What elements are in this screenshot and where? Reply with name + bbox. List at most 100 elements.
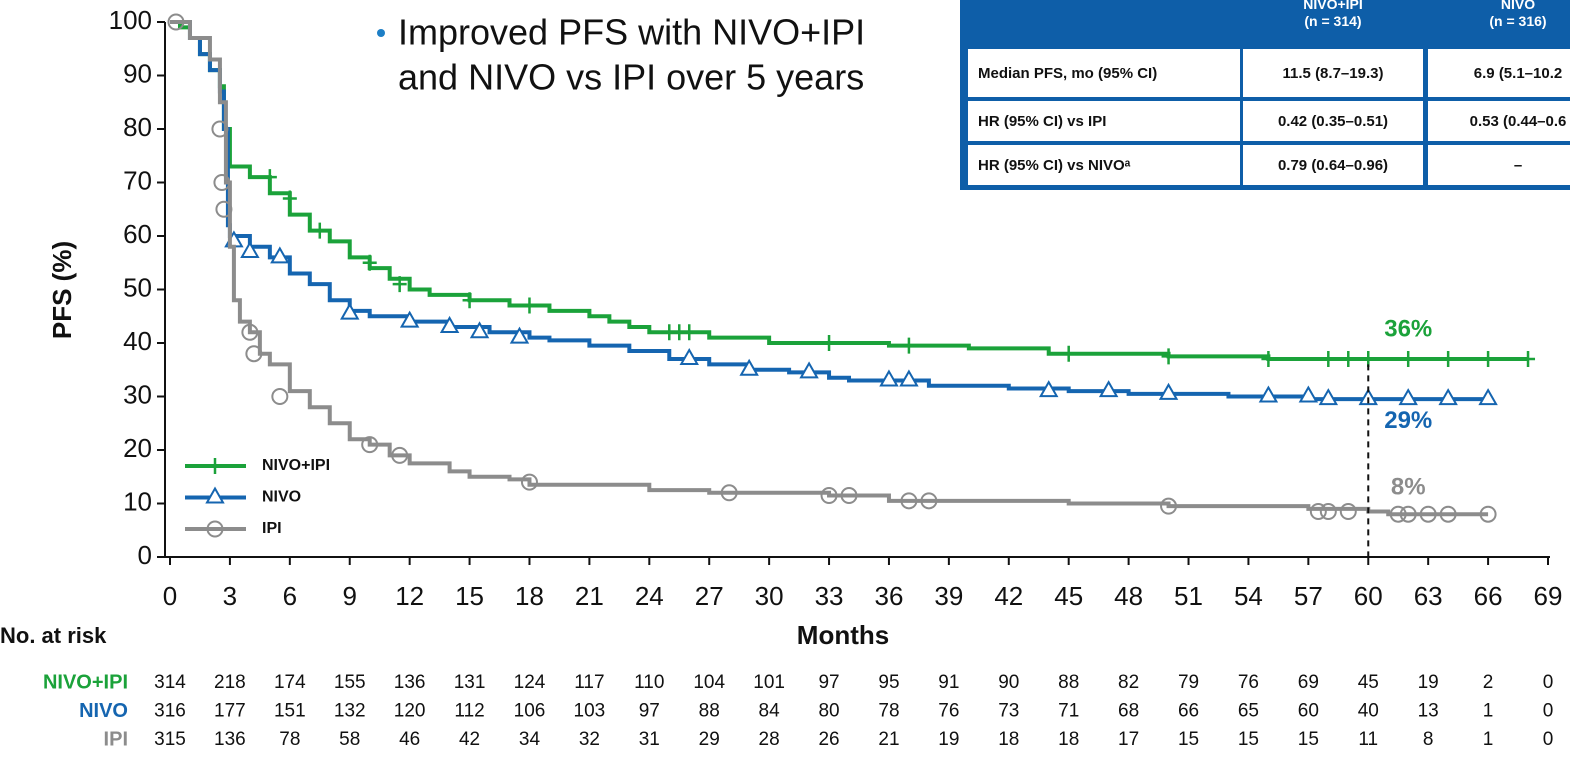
y-tick-label: 100 <box>109 5 152 35</box>
risk-count: 15 <box>1178 729 1199 750</box>
y-tick-label: 70 <box>123 165 152 195</box>
censor-mark <box>1258 385 1279 403</box>
risk-count: 1 <box>1483 729 1494 750</box>
y-tick-label: 0 <box>138 540 152 570</box>
risk-count: 314 <box>154 672 186 693</box>
risk-count: 132 <box>334 701 366 722</box>
y-tick-label: 90 <box>123 58 152 88</box>
censor-mark <box>900 492 918 510</box>
risk-count: 31 <box>639 729 660 750</box>
censor-mark <box>262 169 277 186</box>
risk-count: 174 <box>274 672 306 693</box>
bullet <box>377 29 385 37</box>
x-tick-label: 51 <box>1174 581 1203 611</box>
censor-mark <box>1160 497 1178 515</box>
risk-count: 40 <box>1358 701 1379 722</box>
risk-count: 124 <box>514 672 546 693</box>
risk-count: 104 <box>693 672 725 693</box>
legend-label: IPI <box>262 520 282 537</box>
x-tick-label: 21 <box>575 581 604 611</box>
risk-count: 68 <box>1118 701 1139 722</box>
x-tick-label: 15 <box>455 581 484 611</box>
table-cell: 11.5 (8.7–19.3) <box>1243 49 1423 97</box>
risk-count: 46 <box>399 729 420 750</box>
risk-count: 136 <box>214 729 246 750</box>
risk-count: 18 <box>998 729 1019 750</box>
censor-mark <box>1158 382 1179 400</box>
risk-count: 21 <box>878 729 899 750</box>
censor-mark <box>1309 503 1327 521</box>
risk-row-label: IPI <box>104 728 128 750</box>
censor-mark <box>1339 503 1357 521</box>
risk-row-label: NIVO+IPI <box>43 671 128 693</box>
x-tick-label: 30 <box>755 581 784 611</box>
legend-marker <box>206 520 224 538</box>
table-cell: HR (95% CI) vs IPI <box>968 101 1240 141</box>
legend-label: NIVO <box>262 489 301 506</box>
censor-mark <box>679 348 699 366</box>
risk-count: 71 <box>1058 701 1079 722</box>
censor-mark <box>1319 503 1337 521</box>
risk-count: 76 <box>938 701 959 722</box>
censor-mark <box>1398 388 1418 406</box>
risk-count: 19 <box>938 729 959 750</box>
censor-mark <box>1038 380 1059 398</box>
x-tick-label: 12 <box>395 581 424 611</box>
x-tick-label: 66 <box>1474 581 1503 611</box>
censor-mark <box>822 335 837 351</box>
annotation: and NIVO vs IPI over 5 years <box>398 57 864 98</box>
x-tick-label: 45 <box>1054 581 1083 611</box>
censor-mark <box>462 292 477 309</box>
y-tick-label: 40 <box>123 326 152 356</box>
risk-count: 97 <box>818 672 839 693</box>
censor-mark <box>1438 388 1458 406</box>
y-tick-label: 30 <box>123 379 152 409</box>
x-tick-label: 60 <box>1354 581 1383 611</box>
annotation: Improved PFS with NIVO+IPI <box>398 12 865 53</box>
risk-count: 26 <box>818 729 839 750</box>
table-cell: HR (95% CI) vs NIVOᵃ <box>968 145 1240 185</box>
table-header: NIVO <box>1500 0 1536 12</box>
x-tick-label: 36 <box>874 581 903 611</box>
censor-mark <box>1401 351 1416 368</box>
risk-count: 90 <box>998 672 1019 693</box>
x-tick-label: 54 <box>1234 581 1263 611</box>
risk-count: 15 <box>1238 729 1259 750</box>
risk-count: 19 <box>1418 672 1439 693</box>
censor-mark <box>1361 351 1376 368</box>
risk-count: 120 <box>394 701 426 722</box>
risk-count: 88 <box>699 701 720 722</box>
censor-mark <box>1478 388 1498 406</box>
risk-title: No. at risk <box>0 623 107 648</box>
censor-mark <box>211 120 229 138</box>
censor-mark <box>361 436 379 454</box>
censor-mark <box>1521 351 1536 368</box>
censor-mark <box>340 302 360 320</box>
censor-mark <box>1298 385 1319 403</box>
table-cell: 6.9 (5.1–10.2 <box>1428 49 1570 97</box>
risk-row-label: NIVO <box>79 700 128 722</box>
x-tick-label: 24 <box>635 581 664 611</box>
table-header: NIVO+IPI <box>1303 0 1363 12</box>
x-tick-label: 42 <box>994 581 1023 611</box>
risk-count: 0 <box>1543 701 1554 722</box>
risk-count: 42 <box>459 729 480 750</box>
y-tick-label: 60 <box>123 219 152 249</box>
risk-count: 0 <box>1543 729 1554 750</box>
x-tick-label: 57 <box>1294 581 1323 611</box>
table-cell: 0.79 (0.64–0.96) <box>1243 145 1423 185</box>
risk-count: 316 <box>154 701 186 722</box>
x-tick-label: 63 <box>1414 581 1443 611</box>
censor-mark <box>720 484 738 502</box>
risk-count: 110 <box>634 672 664 693</box>
x-tick-label: 27 <box>695 581 724 611</box>
y-tick-label: 80 <box>123 112 152 142</box>
risk-count: 17 <box>1118 729 1139 750</box>
risk-count: 79 <box>1178 672 1199 693</box>
table-cell: 0.42 (0.35–0.51) <box>1243 101 1423 141</box>
censor-mark <box>167 13 185 31</box>
risk-count: 136 <box>394 672 426 693</box>
risk-count: 103 <box>574 701 606 722</box>
risk-count: 58 <box>339 729 360 750</box>
